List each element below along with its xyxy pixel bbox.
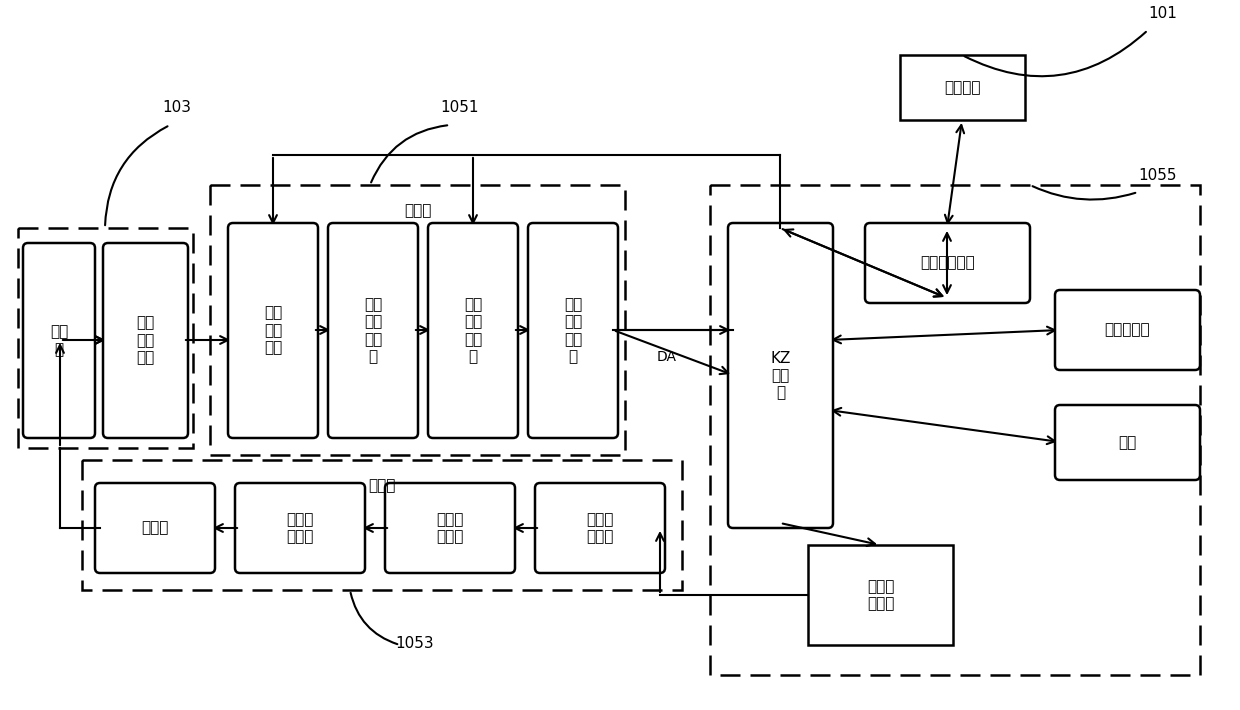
Text: 低噪
声放
大单
元: 低噪 声放 大单 元	[363, 297, 382, 364]
Bar	[808, 545, 954, 645]
Text: 103: 103	[162, 100, 191, 115]
Bar	[210, 185, 625, 455]
Text: 变压器: 变压器	[141, 520, 169, 535]
Text: 信号隔
离单元: 信号隔 离单元	[867, 579, 894, 611]
Text: 阻抗
匹配
单元: 阻抗 匹配 单元	[136, 316, 155, 366]
Bar	[82, 460, 682, 590]
Text: 主控模块: 主控模块	[944, 80, 981, 95]
Text: 1051: 1051	[440, 100, 479, 115]
Text: 闪存: 闪存	[1118, 435, 1137, 450]
FancyBboxPatch shape	[1055, 405, 1200, 480]
FancyBboxPatch shape	[228, 223, 317, 438]
FancyBboxPatch shape	[866, 223, 1030, 303]
Text: 功率放
大单元: 功率放 大单元	[436, 512, 464, 544]
FancyBboxPatch shape	[428, 223, 518, 438]
Text: 传感
器: 传感 器	[50, 324, 68, 356]
FancyBboxPatch shape	[1055, 290, 1200, 370]
FancyBboxPatch shape	[329, 223, 418, 438]
Bar	[19, 228, 193, 448]
Text: DA: DA	[657, 350, 677, 364]
Text: 变增
益放
大单
元: 变增 益放 大单 元	[464, 297, 482, 364]
Text: KZ
处理
器: KZ 处理 器	[770, 351, 791, 400]
Bar	[711, 185, 1200, 675]
FancyBboxPatch shape	[528, 223, 618, 438]
FancyBboxPatch shape	[103, 243, 188, 438]
Bar	[900, 55, 1025, 120]
FancyBboxPatch shape	[728, 223, 833, 528]
FancyBboxPatch shape	[236, 483, 365, 573]
Text: 抗混
叠滤
波单
元: 抗混 叠滤 波单 元	[564, 297, 582, 364]
FancyBboxPatch shape	[534, 483, 665, 573]
Text: 收发
转换
单元: 收发 转换 单元	[264, 305, 283, 356]
FancyBboxPatch shape	[24, 243, 95, 438]
Text: 101: 101	[1148, 6, 1177, 21]
FancyBboxPatch shape	[384, 483, 515, 573]
Text: 1055: 1055	[1138, 168, 1177, 183]
Text: 以太网收发器: 以太网收发器	[920, 256, 975, 271]
Text: 低通滤
波单元: 低通滤 波单元	[286, 512, 314, 544]
FancyBboxPatch shape	[95, 483, 215, 573]
Text: 接收机: 接收机	[404, 203, 432, 218]
Text: 发射机: 发射机	[368, 478, 396, 493]
Text: 1053: 1053	[396, 636, 434, 651]
Text: 功放驱
动单元: 功放驱 动单元	[587, 512, 614, 544]
Text: 动态存储器: 动态存储器	[1105, 322, 1151, 337]
